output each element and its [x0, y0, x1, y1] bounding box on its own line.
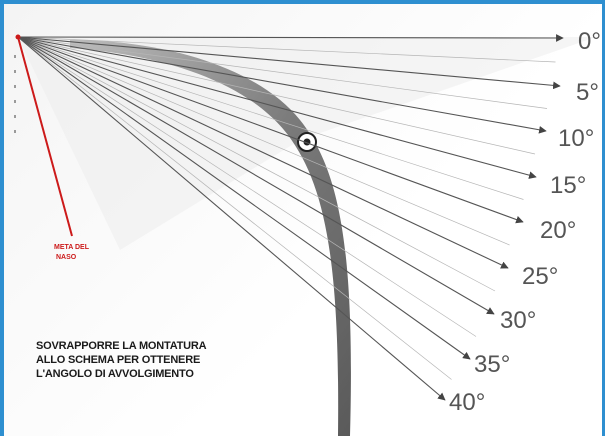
- angle-ray-6: [17, 36, 495, 315]
- nose-label-line-1: META DEL: [54, 244, 90, 251]
- minor-ray: [17, 36, 510, 246]
- angle-ray-3: [17, 36, 537, 179]
- angle-ray-8: [17, 36, 446, 401]
- angle-ray-0: [17, 34, 564, 42]
- minor-ray: [17, 36, 477, 337]
- pivot-marker: [297, 132, 317, 152]
- angle-rays: [17, 34, 564, 401]
- instruction-line: SOVRAPPORRE LA MONTATURA: [36, 340, 207, 352]
- angle-ray-5: [17, 36, 509, 269]
- angle-label-6: 30°: [500, 307, 536, 334]
- angle-label-5: 25°: [522, 263, 558, 290]
- angle-ray-2: [17, 36, 547, 134]
- nose-label-line-2: NASO: [56, 254, 77, 261]
- instruction-line: L'ANGOLO DI AVVOLGIMENTO: [36, 368, 194, 380]
- angle-label-4: 20°: [540, 217, 576, 244]
- minor-ray: [17, 36, 548, 109]
- instruction-text: SOVRAPPORRE LA MONTATURA ALLO SCHEMA PER…: [36, 339, 207, 381]
- minor-ray: [17, 36, 524, 200]
- angle-label-1: 5°: [576, 79, 599, 106]
- angle-ray-1: [17, 36, 561, 90]
- minor-ray: [17, 36, 452, 380]
- angle-label-3: 15°: [550, 172, 586, 199]
- origin-point: [15, 34, 21, 40]
- angle-ray-4: [17, 36, 524, 224]
- angle-label-2: 10°: [558, 125, 594, 152]
- angle-label-7: 35°: [474, 351, 510, 378]
- left-ticks: [14, 55, 16, 133]
- angle-labels: 0° 5° 10° 15° 20° 25° 30° 35° 40°: [449, 28, 601, 416]
- angle-label-0: 0°: [578, 28, 601, 55]
- angle-ray-7: [17, 36, 471, 360]
- minor-ray: [17, 36, 496, 292]
- instruction-line: ALLO SCHEMA PER OTTENERE: [36, 354, 201, 366]
- minor-ray: [17, 36, 536, 155]
- nose-line: [17, 36, 73, 237]
- angle-label-8: 40°: [449, 389, 485, 416]
- minor-ray: [17, 36, 556, 63]
